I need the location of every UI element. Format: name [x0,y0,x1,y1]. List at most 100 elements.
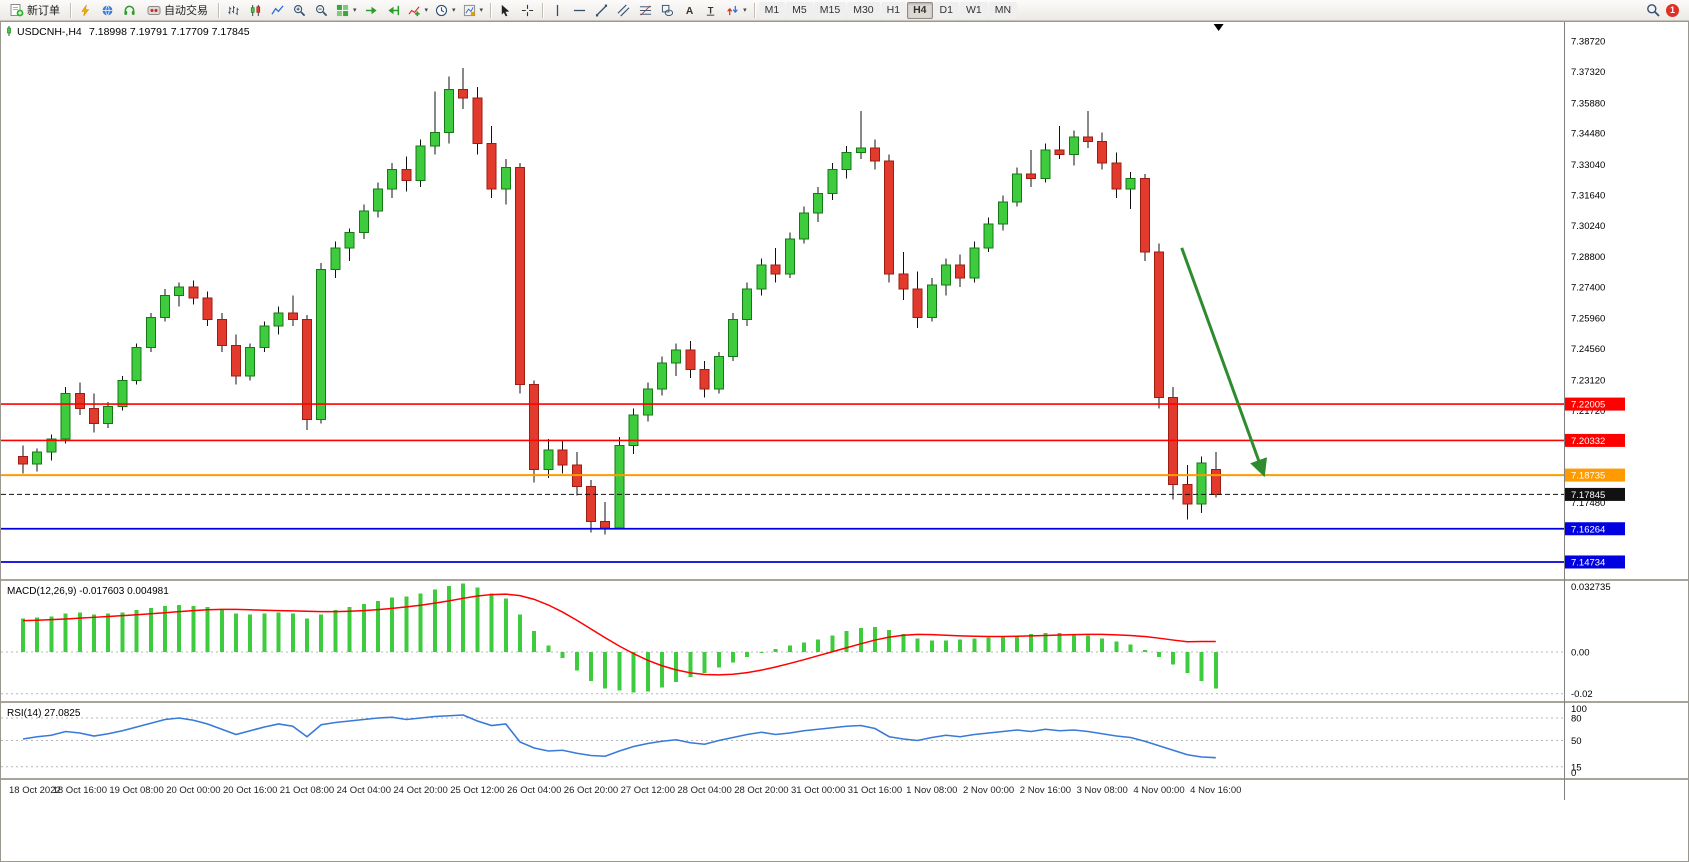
shift-marker[interactable] [1213,24,1224,31]
notification-badge[interactable]: 1 [1666,3,1679,17]
chevron-down-icon[interactable]: ▾ [424,6,429,14]
zoom-out-icon [315,4,328,17]
periods-button[interactable]: ▾ [432,1,459,20]
trend-arrow-annotation[interactable] [1180,247,1268,478]
time-axis-label: 20 Oct 00:00 [166,785,220,796]
clock-icon [435,4,448,17]
indicators-button[interactable]: ▾ [405,1,432,20]
zoom-in-button[interactable] [289,1,310,20]
price-axis-border[interactable] [1564,22,1565,800]
rsi-axis-label: 80 [1571,714,1582,725]
macd-bar [1213,651,1218,689]
time-axis-label: 20 Oct 16:00 [223,785,277,796]
chevron-down-icon[interactable]: ▾ [743,6,747,14]
macd-bar [929,640,934,652]
macd-signal-line [22,593,1216,676]
auto-scroll-button[interactable] [361,1,382,20]
macd-bar [518,614,522,652]
candle-up [671,349,682,364]
macd-bar [617,651,622,691]
macd-bar [972,638,977,652]
macd-bar [248,614,253,652]
candle-up [415,145,426,182]
tf-button-m1[interactable]: M1 [758,1,786,19]
macd-bar [63,613,68,652]
macd-bar [731,651,735,663]
chart-window[interactable]: 7.38720 7.37320 7.35880 7.34480 7.33040 7.316… [0,21,1689,862]
zoom-out-button[interactable] [311,1,332,20]
candle-up [997,201,1008,225]
pane-separator[interactable] [1,579,1688,581]
price-badge-text: 7.20332 [1571,436,1605,447]
tf-button-h4[interactable]: H4 [907,1,933,19]
chevron-down-icon[interactable]: ▾ [479,6,484,14]
candle-down [202,297,213,321]
macd-bar [1029,634,1034,652]
macd-bar [574,651,579,671]
tf-button-w1[interactable]: W1 [959,1,988,19]
time-axis-label: 25 Oct 12:00 [450,785,504,796]
trendline-tool-button[interactable] [591,1,612,20]
pane-separator[interactable] [1,778,1688,780]
candle-down [1026,173,1037,179]
chart-canvas[interactable]: 7.38720 7.37320 7.35880 7.34480 7.33040 7.316… [1,22,1688,861]
tf-button-mn[interactable]: MN [988,1,1018,19]
channel-tool-button[interactable] [613,1,634,20]
candle-down [955,264,966,279]
fibonacci-tool-button[interactable] [635,1,656,20]
support-headset-button[interactable] [119,1,140,20]
candle-up [855,147,866,153]
candlestick-chart-type-button[interactable] [245,1,266,20]
candle-down [685,349,696,370]
horizontal-line-tool-button[interactable] [569,1,590,20]
templates-button[interactable]: ▾ [460,1,487,20]
price-axis-tick: 7.34480 [1571,129,1605,140]
candle-down [216,319,227,347]
auto-scroll-icon [365,4,378,17]
tf-button-m30[interactable]: M30 [847,1,880,19]
community-globe-button[interactable] [97,1,118,20]
shapes-tool-button[interactable] [657,1,678,20]
price-badge-text: 7.16264 [1571,524,1605,535]
candle-down [1054,149,1065,155]
candle-down [231,345,241,377]
macd-bar [944,640,948,652]
chevron-down-icon[interactable]: ▾ [353,6,357,14]
macd-bar [603,651,608,689]
tf-button-h1[interactable]: H1 [880,1,907,19]
candle-up [32,451,43,465]
tile-windows-button[interactable]: ▾ [333,1,360,20]
tf-button-d1[interactable]: D1 [933,1,959,19]
macd-bar [1015,635,1019,652]
tf-button-m15[interactable]: M15 [813,1,847,19]
vertical-line-tool-button[interactable] [547,1,568,20]
crosshair-tool-button[interactable] [517,1,538,20]
time-axis-label: 2 Nov 16:00 [1020,785,1071,796]
mql5-lightning-button[interactable] [75,1,96,20]
text-tool-button[interactable]: A [679,1,700,20]
candle-up [387,169,398,190]
cursor-tool-button[interactable] [495,1,516,20]
globe-icon [101,4,114,17]
macd-bar [745,651,750,658]
candle-up [358,210,369,234]
candle-down [529,384,540,470]
chart-shift-button[interactable] [383,1,404,20]
macd-bar [177,605,182,652]
macd-bar [1043,633,1048,652]
line-chart-type-button[interactable] [267,1,288,20]
macd-bar [134,610,139,652]
bar-chart-type-button[interactable] [223,1,244,20]
candle-down [302,319,312,420]
macd-bar [773,648,778,652]
text-label-tool-button[interactable]: T [701,1,722,20]
arrows-tool-button[interactable]: ▾ [723,1,750,20]
tf-button-m5[interactable]: M5 [786,1,813,19]
chart-shift-icon [387,4,400,17]
auto-trading-button[interactable]: 自动交易 [141,1,214,20]
chevron-down-icon[interactable]: ▾ [452,6,456,14]
new-order-button[interactable]: 新订单 [4,1,66,20]
pane-separator[interactable] [1,701,1688,703]
search-button[interactable] [1642,1,1663,20]
